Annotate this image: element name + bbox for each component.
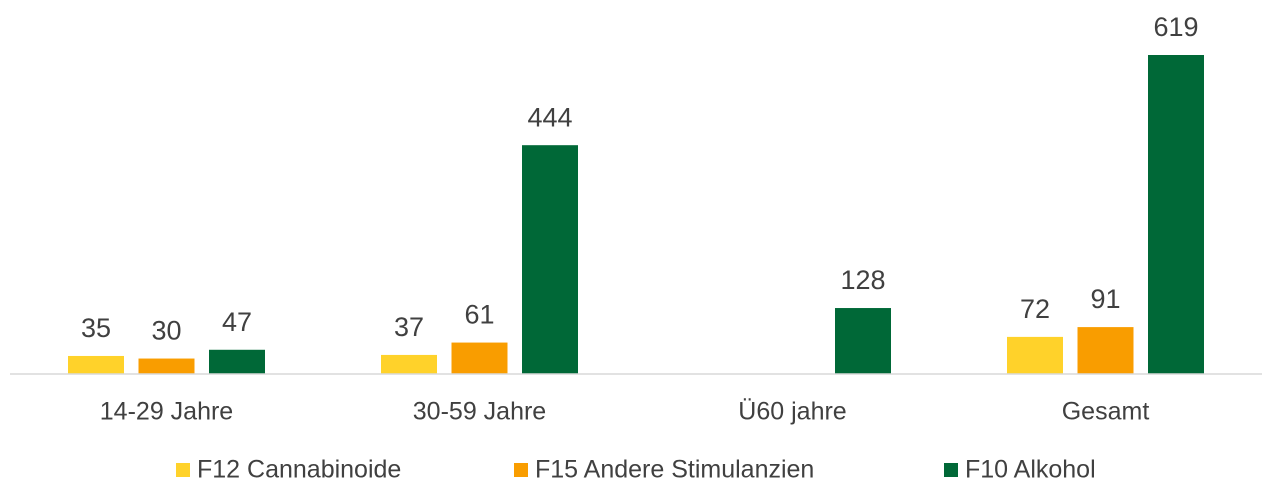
x-tick-label: Gesamt xyxy=(1062,398,1150,426)
bar xyxy=(68,355,124,374)
x-tick-label: 14-29 Jahre xyxy=(100,398,233,426)
legend-swatch xyxy=(944,463,958,477)
bar xyxy=(1077,327,1134,374)
x-tick-label: Ü60 jahre xyxy=(738,398,846,426)
bar xyxy=(381,354,437,374)
legend-swatch xyxy=(176,463,190,477)
value-label: 37 xyxy=(394,312,424,342)
bar xyxy=(1148,55,1204,374)
bar xyxy=(138,358,195,374)
legend-swatch xyxy=(514,463,528,477)
legend-label: F15 Andere Stimulanzien xyxy=(535,456,814,484)
bar xyxy=(209,349,265,374)
legend-label: F10 Alkohol xyxy=(965,456,1096,484)
value-label: 47 xyxy=(222,307,252,337)
value-label: 619 xyxy=(1153,12,1198,42)
x-tick-label: 30-59 Jahre xyxy=(413,398,546,426)
bar xyxy=(451,342,508,374)
value-label: 91 xyxy=(1090,284,1120,314)
legend-label: F12 Cannabinoide xyxy=(197,456,401,484)
value-label: 30 xyxy=(151,316,181,346)
value-label: 72 xyxy=(1020,294,1050,324)
bar xyxy=(1007,336,1063,374)
value-label: 61 xyxy=(464,300,494,330)
value-label: 444 xyxy=(527,102,572,132)
bar xyxy=(522,145,578,374)
value-label: 35 xyxy=(81,313,111,343)
bar xyxy=(835,308,891,374)
value-label: 128 xyxy=(840,265,885,295)
